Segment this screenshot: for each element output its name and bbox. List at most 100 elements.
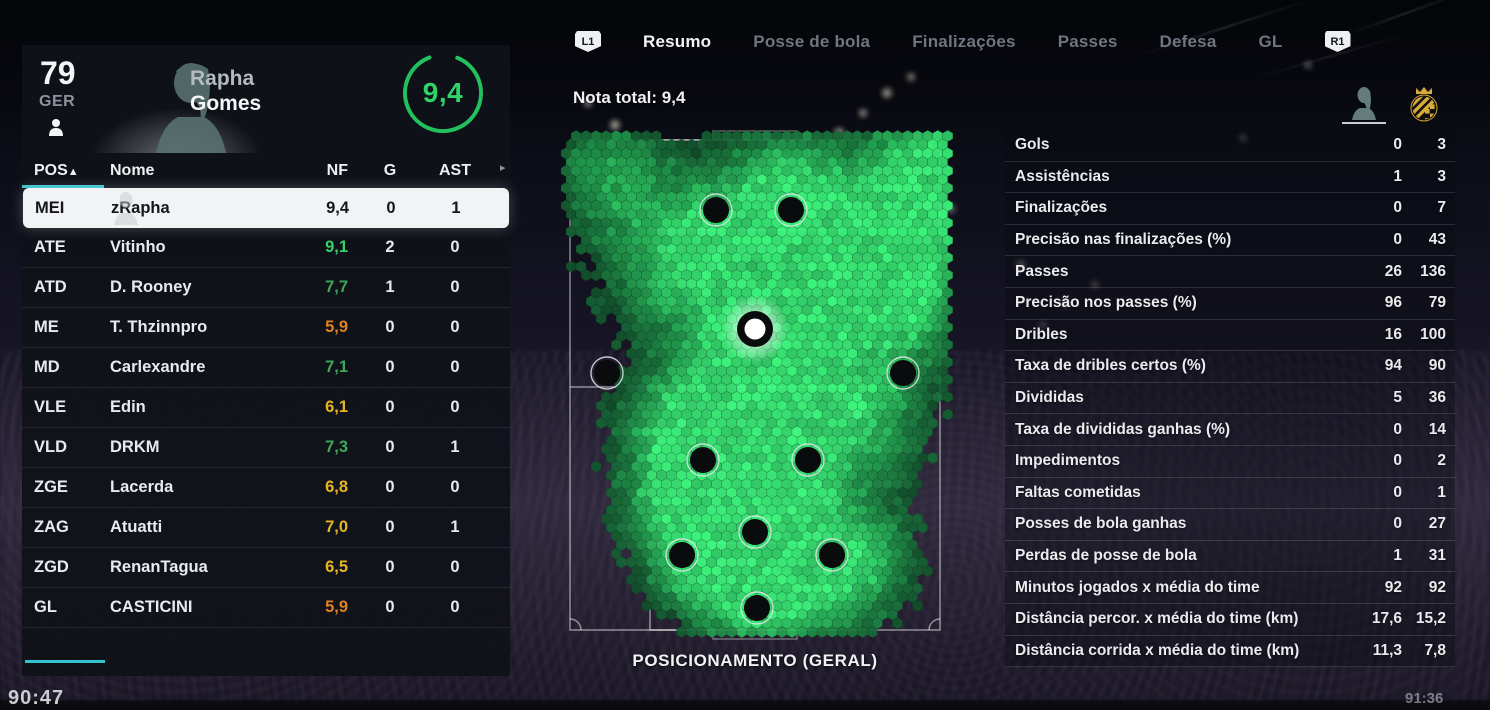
cell-pos: ATE (34, 238, 66, 256)
cell-ast: 0 (450, 398, 460, 416)
cell-name: Edin (110, 398, 146, 416)
cell-nf: 6,5 (325, 558, 348, 576)
total-rating-label: Nota total: 9,4 (573, 88, 686, 107)
roster-row-carlexandre[interactable]: MD Carlexandre 7,1 0 0 (22, 348, 510, 388)
column-header-pos[interactable]: POS▲ (34, 162, 79, 179)
roster-row-drkm[interactable]: VLD DRKM 7,3 0 1 (22, 428, 510, 468)
stat-player-value: 96 (1384, 294, 1402, 312)
stat-player-value: 0 (1393, 136, 1402, 154)
stat-player-value: 0 (1393, 199, 1402, 217)
cell-nf: 6,8 (325, 478, 348, 496)
cell-pos: ZGE (34, 478, 68, 496)
person-icon (49, 119, 63, 136)
roster-row-lacerda[interactable]: ZGE Lacerda 6,8 0 0 (22, 468, 510, 508)
stat-row: Taxa de divididas ganhas (%) 0 14 (1005, 414, 1455, 446)
roster-row-zrapha[interactable]: MEI zRapha 9,4 0 1 (23, 188, 509, 228)
stat-team-value: 43 (1428, 231, 1446, 249)
team-column-icon (1402, 86, 1446, 124)
cell-nf: 7,7 (325, 278, 348, 296)
stat-team-value: 31 (1428, 547, 1446, 565)
sorted-column-underline (22, 185, 104, 188)
player-country: GER (39, 93, 76, 110)
stat-team-value: 7 (1437, 199, 1446, 217)
r1-button-icon[interactable]: R1 (1324, 31, 1351, 52)
stat-row: Faltas cometidas 0 1 (1005, 477, 1455, 510)
stat-player-value: 0 (1393, 420, 1402, 438)
cell-pos: ZAG (34, 518, 69, 536)
cell-ast: 0 (450, 318, 460, 336)
stat-row: Assistências 1 3 (1005, 161, 1455, 194)
cell-ast: 1 (450, 438, 460, 456)
match-clock-right: 91:36 (1405, 690, 1444, 707)
player-column-icon (1342, 86, 1386, 124)
l1-button-icon[interactable]: L1 (575, 31, 601, 52)
roster-row-edin[interactable]: VLE Edin 6,1 0 0 (22, 388, 510, 428)
cell-g: 0 (385, 518, 395, 536)
roster-row-t. thzinnpro[interactable]: ME T. Thzinnpro 5,9 0 0 (22, 308, 510, 348)
stat-label: Divididas (1015, 389, 1084, 407)
stat-label: Taxa de dribles certos (%) (1015, 357, 1206, 375)
roster-row-renantagua[interactable]: ZGD RenanTagua 6,5 0 0 (22, 548, 510, 588)
table-scroll-arrow-icon[interactable]: ▸ (500, 162, 506, 174)
cell-nf: 7,1 (325, 358, 348, 376)
column-header-ast[interactable]: AST (439, 162, 471, 179)
cell-g: 0 (385, 318, 395, 336)
stat-label: Finalizações (1015, 199, 1108, 217)
stat-player-value: 0 (1393, 483, 1402, 501)
roster-row-d. rooney[interactable]: ATD D. Rooney 7,7 1 0 (22, 268, 510, 308)
cell-pos: VLE (34, 398, 67, 416)
stat-player-value: 0 (1393, 231, 1402, 249)
cell-name: RenanTagua (110, 558, 208, 576)
stat-row: Distância corrida x média do time (km) 11… (1005, 635, 1455, 668)
cell-g: 0 (385, 398, 395, 416)
row-avatar-silhouette (114, 192, 138, 225)
cell-name: Vitinho (110, 238, 166, 256)
stat-row: Posses de bola ganhas 0 27 (1005, 509, 1455, 541)
tab-posse-de-bola[interactable]: Posse de bola (753, 31, 871, 51)
stat-player-value: 26 (1384, 262, 1402, 280)
stat-team-value: 92 (1428, 578, 1446, 596)
stat-team-value: 27 (1428, 515, 1446, 533)
player-avatar-silhouette (156, 63, 226, 153)
stat-row: Finalizações 0 7 (1005, 193, 1455, 225)
cell-g: 0 (385, 438, 395, 456)
cell-g: 0 (386, 198, 396, 217)
cell-g: 0 (385, 598, 395, 616)
stat-team-value: 90 (1428, 357, 1446, 375)
tab-passes[interactable]: Passes (1057, 31, 1118, 51)
cell-nf: 7,3 (325, 438, 348, 456)
stat-team-value: 3 (1437, 136, 1446, 154)
player-last-name: Gomes (190, 92, 262, 115)
stat-label: Posses de bola ganhas (1015, 515, 1187, 533)
tab-defesa[interactable]: Defesa (1159, 31, 1217, 51)
tab-resumo[interactable]: Resumo (643, 31, 712, 51)
stats-rows: Gols 0 3 Assistências 1 3 Finalizações 0 7 Precis… (1005, 130, 1455, 668)
stat-label: Perdas de posse de bola (1015, 547, 1197, 565)
column-header-name[interactable]: Nome (110, 162, 155, 179)
roster-row-vitinho[interactable]: ATE Vitinho 9,1 2 0 (22, 228, 510, 268)
column-header-nf[interactable]: NF (326, 162, 348, 179)
cell-g: 0 (385, 558, 395, 576)
stat-row: Impedimentos 0 2 (1005, 445, 1455, 478)
cell-nf: 5,9 (325, 598, 348, 616)
tab-finalizações[interactable]: Finalizações (912, 31, 1016, 51)
cell-name: Carlexandre (110, 358, 206, 376)
cell-pos: MD (34, 358, 60, 376)
tab-gl[interactable]: GL (1258, 31, 1283, 51)
roster-row-casticini[interactable]: GL CASTICINI 5,9 0 0 (22, 588, 510, 628)
stat-label: Precisão nas finalizações (%) (1015, 231, 1232, 249)
roster-table-header: POS▲ Nome NF G AST (22, 155, 510, 187)
match-rating-value: 9,4 (422, 77, 464, 108)
roster-panel: 79 GER Rapha Gomes 9,4 POS▲ Nome NF G AS… (22, 45, 510, 676)
stat-label: Faltas cometidas (1015, 483, 1141, 501)
column-header-g[interactable]: G (383, 162, 397, 179)
cell-pos: VLD (34, 438, 67, 456)
stat-team-value: 2 (1437, 452, 1446, 470)
stadium-lights-bokeh (0, 0, 6, 6)
roster-rows: MEI zRapha 9,4 0 1 ATE Vitinho 9,1 2 0 ATD D. Roone… (22, 188, 510, 628)
player-number: 79 (40, 55, 76, 91)
cell-g: 2 (385, 238, 395, 256)
roster-row-atuatti[interactable]: ZAG Atuatti 7,0 0 1 (22, 508, 510, 548)
roster-scrollbar[interactable] (25, 660, 105, 663)
cell-ast: 0 (450, 238, 460, 256)
